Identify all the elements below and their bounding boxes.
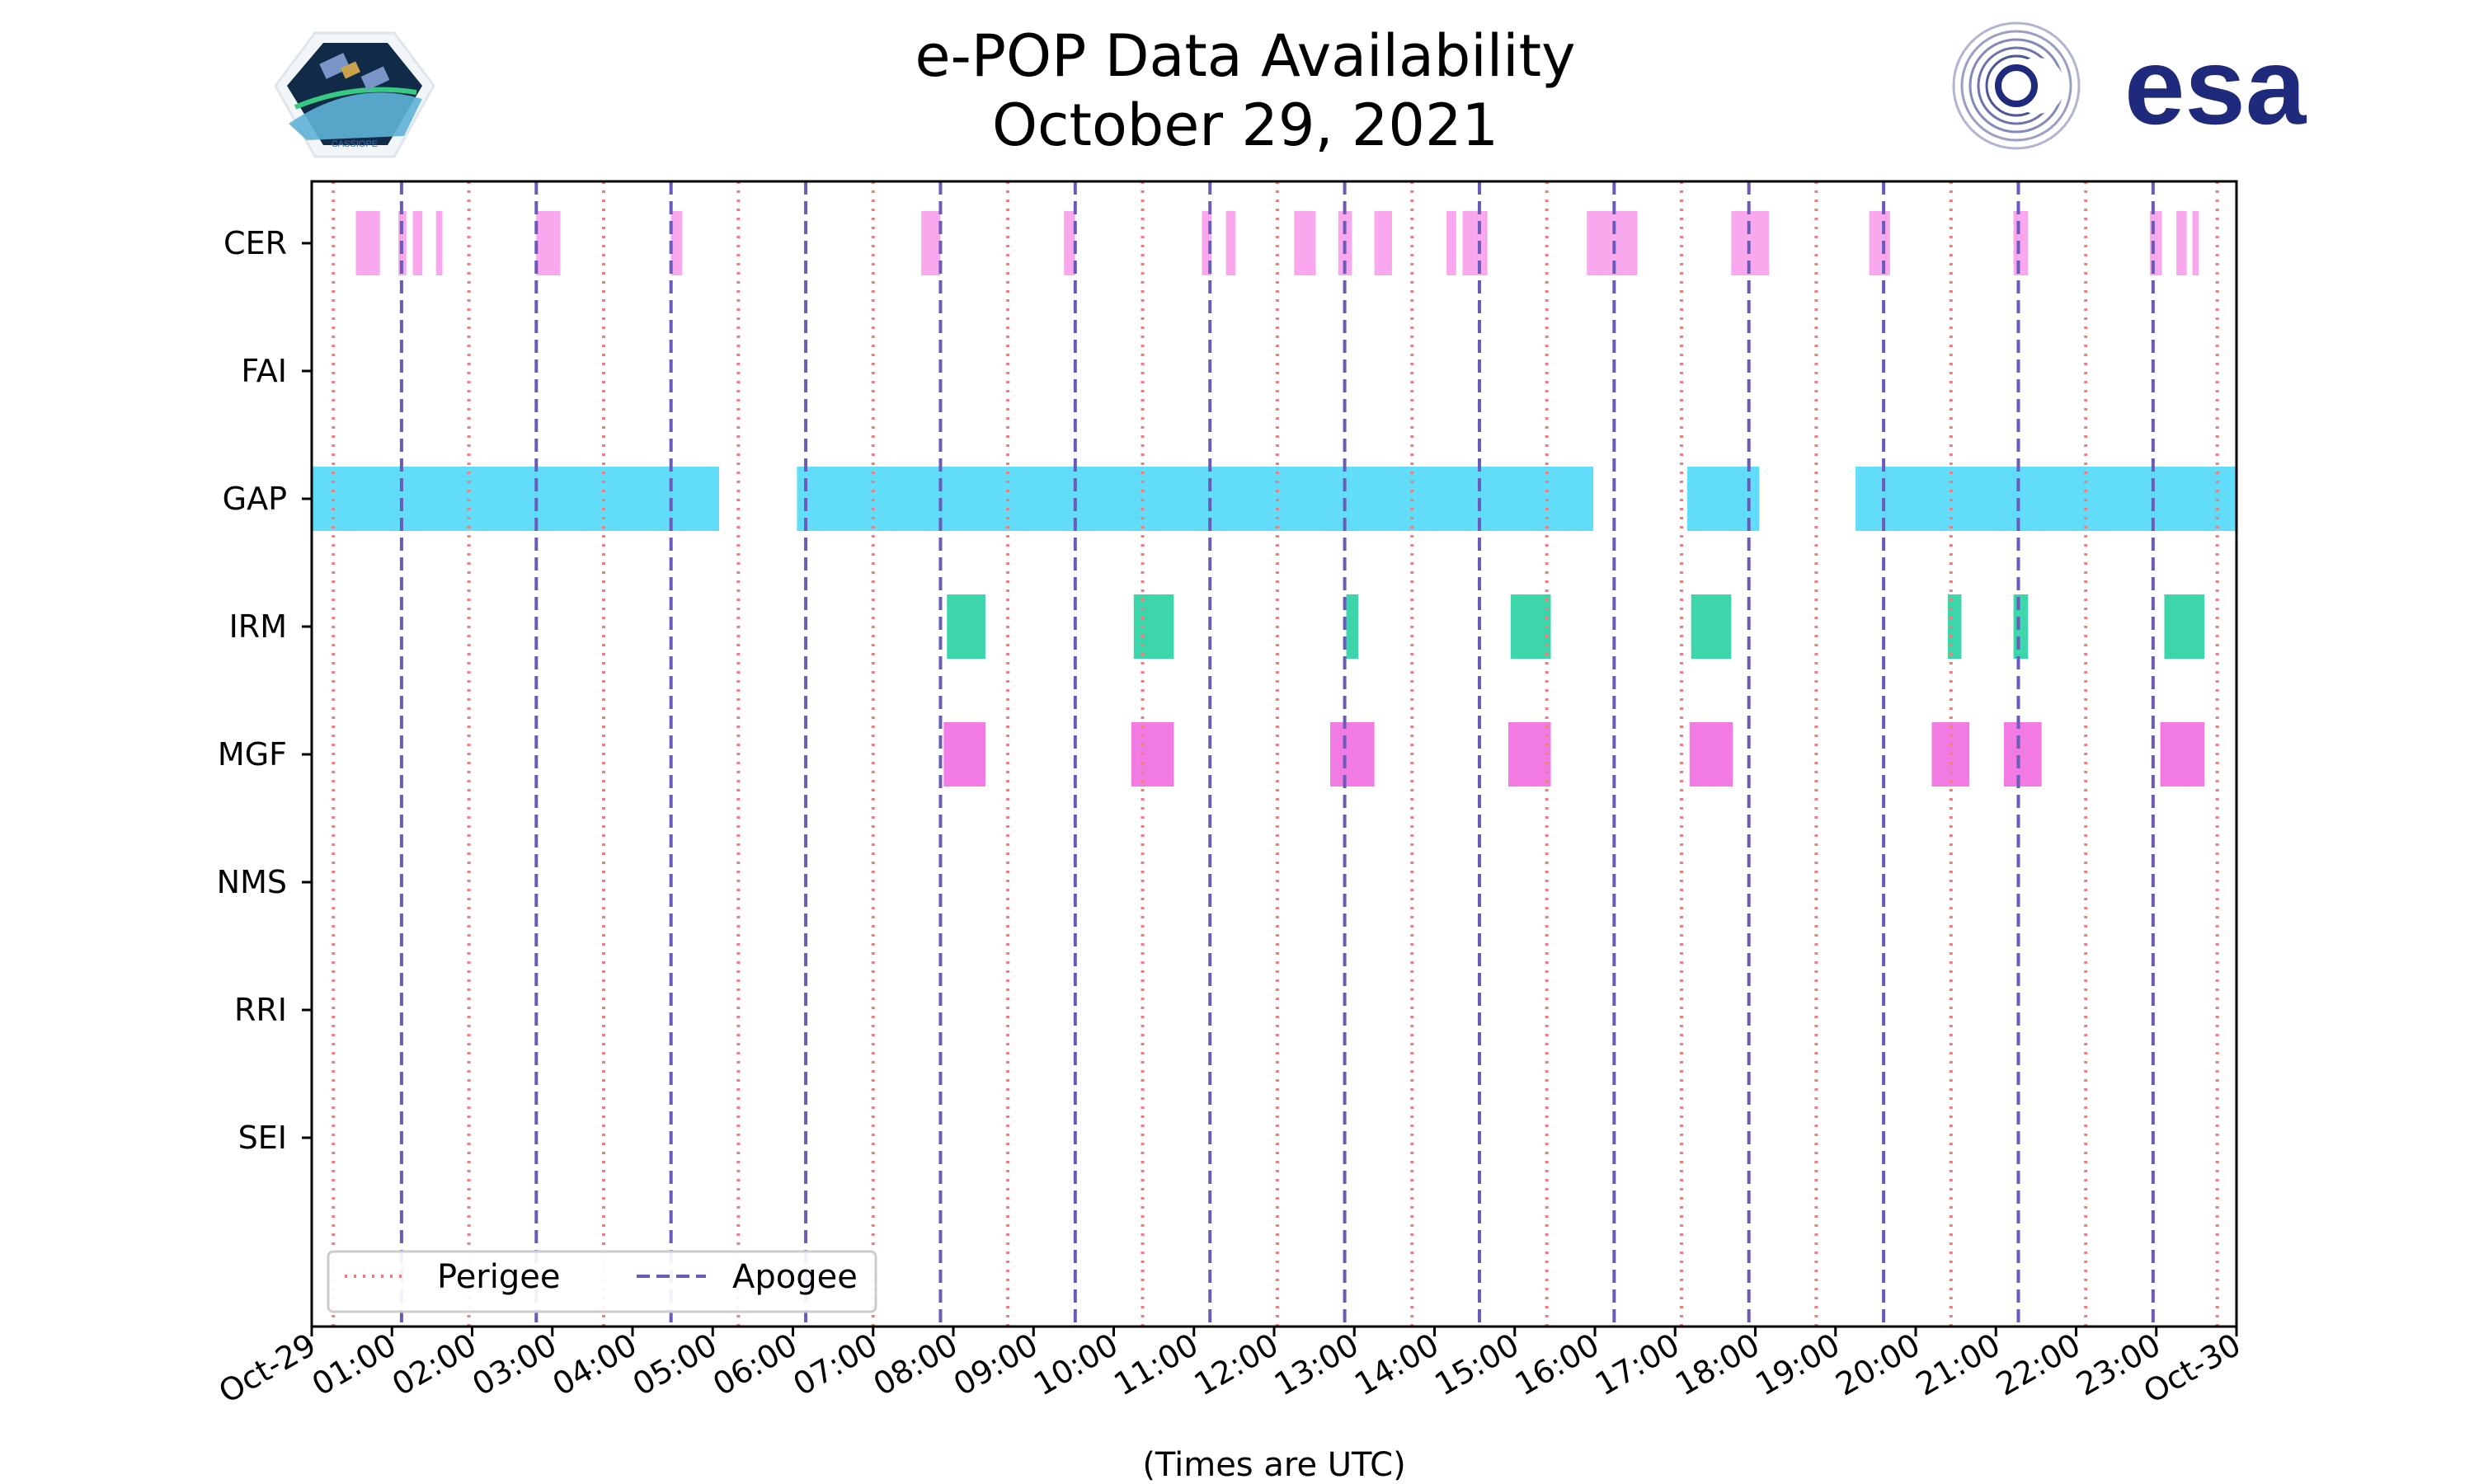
legend-perigee-label: Perigee <box>437 1258 560 1296</box>
bar-cer-5 <box>670 211 683 275</box>
bar-cer-14 <box>1462 211 1488 275</box>
x-tick-label-9: 09:00 <box>948 1327 1044 1403</box>
legend-box <box>327 1250 877 1313</box>
bar-cer-9 <box>1225 211 1236 275</box>
y-tick-label-nms: NMS <box>217 864 287 900</box>
bar-gap-3 <box>1856 467 2236 531</box>
data-bars <box>312 211 2236 787</box>
y-axis: CER FAI GAP IRM MGF NMS RRI SEI <box>217 225 312 1156</box>
x-tick-label-16: 16:00 <box>1509 1327 1606 1403</box>
x-tick-label-2: 02:00 <box>386 1327 482 1403</box>
x-tick-label-22: 22:00 <box>1990 1327 2086 1403</box>
y-tick-label-cer: CER <box>223 225 287 261</box>
y-tick-label-irm: IRM <box>229 608 287 645</box>
bar-irm-6 <box>2013 594 2029 659</box>
x-axis: Oct-2901:0002:0003:0004:0005:0006:0007:0… <box>213 1327 2247 1411</box>
bar-cer-13 <box>1446 211 1456 275</box>
bar-irm-5 <box>1947 594 1962 659</box>
bar-cer-4 <box>536 211 561 275</box>
bar-mgf-2 <box>1330 722 1375 787</box>
x-tick-label-15: 15:00 <box>1428 1327 1525 1403</box>
chart-title-line2: October 29, 2021 <box>992 92 1498 159</box>
bar-irm-3 <box>1510 594 1551 659</box>
bar-mgf-3 <box>1507 722 1551 787</box>
y-tick-label-rri: RRI <box>234 992 287 1028</box>
x-tick-label-0: Oct-29 <box>213 1327 322 1411</box>
cassiope-logo-text: CASSIOPE <box>332 139 378 149</box>
bar-mgf-6 <box>2003 722 2042 787</box>
cassiope-logo: CASSIOPE <box>274 31 435 158</box>
bar-cer-3 <box>435 211 443 275</box>
x-tick-label-12: 12:00 <box>1188 1327 1285 1403</box>
legend-apogee-label: Apogee <box>732 1258 858 1296</box>
bar-cer-15 <box>1587 211 1611 275</box>
x-tick-label-7: 07:00 <box>787 1327 883 1403</box>
bar-mgf-7 <box>2160 722 2205 787</box>
x-tick-label-5: 05:00 <box>627 1327 723 1403</box>
bar-cer-19 <box>1869 211 1890 275</box>
bar-cer-10 <box>1294 211 1316 275</box>
esa-logo-text: esa <box>2124 26 2307 147</box>
y-tick-label-sei: SEI <box>238 1120 287 1156</box>
bar-irm-1 <box>1133 594 1174 659</box>
bar-irm-4 <box>1691 594 1732 659</box>
x-tick-label-11: 11:00 <box>1108 1327 1204 1403</box>
x-tick-label-17: 17:00 <box>1589 1327 1686 1403</box>
x-tick-label-8: 08:00 <box>868 1327 964 1403</box>
x-axis-label: (Times are UTC) <box>1142 1446 1405 1484</box>
x-tick-label-20: 20:00 <box>1830 1327 1926 1403</box>
bar-cer-0 <box>355 211 380 275</box>
bar-irm-2 <box>1346 594 1359 659</box>
reference-lines <box>332 181 2219 1327</box>
bar-irm-7 <box>2164 594 2205 659</box>
x-tick-label-4: 04:00 <box>547 1327 643 1403</box>
esa-logo: esa <box>1952 21 2307 150</box>
bar-mgf-4 <box>1689 722 1733 787</box>
bar-mgf-0 <box>943 722 985 787</box>
bar-gap-1 <box>797 467 1594 531</box>
legend: Perigee Apogee <box>327 1250 877 1313</box>
bar-cer-12 <box>1374 211 1392 275</box>
x-tick-label-1: 01:00 <box>306 1327 402 1403</box>
x-tick-label-6: 06:00 <box>707 1327 803 1403</box>
y-tick-label-mgf: MGF <box>218 736 287 773</box>
x-tick-label-3: 03:00 <box>466 1327 562 1403</box>
x-tick-label-10: 10:00 <box>1028 1327 1124 1403</box>
bar-cer-8 <box>1202 211 1212 275</box>
bar-cer-22 <box>2176 211 2187 275</box>
bar-gap-0 <box>312 467 720 531</box>
x-tick-label-13: 13:00 <box>1268 1327 1365 1403</box>
bar-cer-23 <box>2192 211 2199 275</box>
x-tick-label-14: 14:00 <box>1348 1327 1445 1403</box>
x-tick-label-18: 18:00 <box>1669 1327 1766 1403</box>
y-tick-label-gap: GAP <box>223 481 287 517</box>
bar-cer-6 <box>921 211 941 275</box>
bar-irm-0 <box>947 594 985 659</box>
x-tick-label-21: 21:00 <box>1910 1327 2006 1403</box>
bar-cer-20 <box>2013 211 2029 275</box>
bar-cer-7 <box>1064 211 1075 275</box>
bar-mgf-1 <box>1131 722 1174 787</box>
chart-title-line1: e-POP Data Availability <box>915 22 1575 90</box>
esa-logo-swirl <box>1952 21 2081 150</box>
y-tick-label-fai: FAI <box>241 353 287 389</box>
x-tick-label-19: 19:00 <box>1749 1327 1846 1403</box>
bar-cer-18 <box>1751 211 1770 275</box>
bar-cer-2 <box>412 211 423 275</box>
